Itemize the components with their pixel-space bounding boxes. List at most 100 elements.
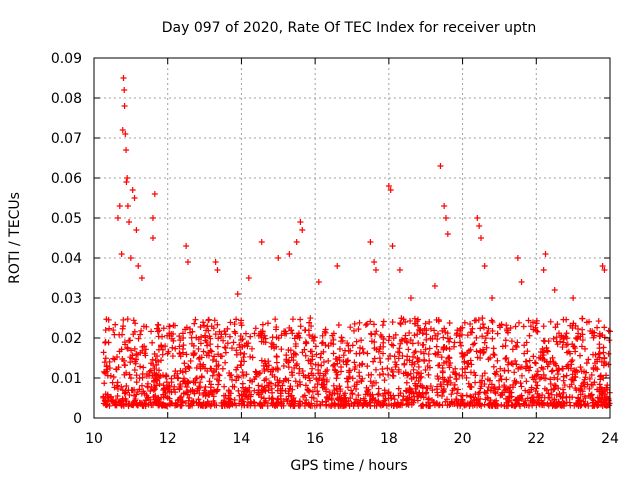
data-point [577,364,584,371]
data-point [456,333,463,340]
data-point [121,103,128,109]
data-point [392,363,399,370]
data-point [437,381,444,388]
data-point [187,358,194,365]
data-point [237,349,244,356]
data-point [258,338,265,345]
y-tick-label: 0.03 [51,291,82,307]
data-point [484,376,491,383]
data-point [315,279,322,285]
data-point [457,339,464,346]
data-point [452,365,459,372]
data-point [319,384,326,391]
data-point [179,398,186,405]
data-point [479,315,486,322]
data-point [273,324,280,331]
data-point [396,267,403,273]
data-point [599,332,606,339]
data-point [407,386,414,393]
data-point [449,387,456,394]
data-point [479,321,486,328]
data-point [372,267,379,273]
data-point [394,402,401,409]
data-point [338,338,345,345]
data-point [347,347,354,354]
data-point [482,335,489,342]
data-point [359,360,366,367]
data-point [487,397,494,404]
data-point [482,396,489,403]
data-point [178,402,185,409]
data-point [505,359,512,366]
data-point [565,348,572,355]
data-point [288,354,295,361]
data-point [527,364,534,371]
data-point [439,364,446,371]
data-point [106,325,113,332]
data-point [388,341,395,348]
data-point [333,385,340,392]
data-point [483,344,490,351]
data-point [569,322,576,329]
data-point [501,367,508,374]
data-point [212,259,219,265]
data-point [139,382,146,389]
data-point [467,321,474,328]
data-point [344,378,351,385]
data-point [143,392,150,399]
data-point [422,346,429,353]
data-point [259,389,266,396]
data-point [431,283,438,289]
data-point [149,215,156,221]
data-point [116,398,123,405]
data-point [587,392,594,399]
data-point [355,392,362,399]
data-point [332,356,339,363]
data-point [182,368,189,375]
data-point [106,358,113,365]
data-point [273,359,280,366]
data-point [193,375,200,382]
data-point [411,349,418,356]
data-point [258,239,265,245]
data-point [563,393,570,400]
data-point [249,354,256,361]
data-point [215,371,222,378]
data-point [509,346,516,353]
data-point [221,344,228,351]
data-point [435,376,442,383]
data-point [301,327,308,334]
data-point [286,400,293,407]
data-point [417,348,424,355]
data-point [372,366,379,373]
data-point [543,347,550,354]
data-point [212,331,219,338]
data-point [581,401,588,408]
data-point [205,327,212,334]
data-point [365,372,372,379]
data-point [147,388,154,395]
data-point [507,325,514,332]
data-point [291,364,298,371]
data-point [373,328,380,335]
data-point [528,386,535,393]
data-point [351,320,358,327]
data-point [292,378,299,385]
data-point [352,363,359,370]
data-point [155,402,162,409]
data-point [233,347,240,354]
data-point [181,360,188,367]
data-point [198,374,205,381]
data-point [380,318,387,325]
data-point [121,87,128,93]
data-point [174,401,181,408]
data-point [289,386,296,393]
data-point [233,402,240,409]
data-point [221,397,228,404]
data-point [533,385,540,392]
data-point [562,333,569,340]
data-point [572,368,579,375]
data-point [480,324,487,331]
data-point [193,364,200,371]
data-point [476,223,483,229]
